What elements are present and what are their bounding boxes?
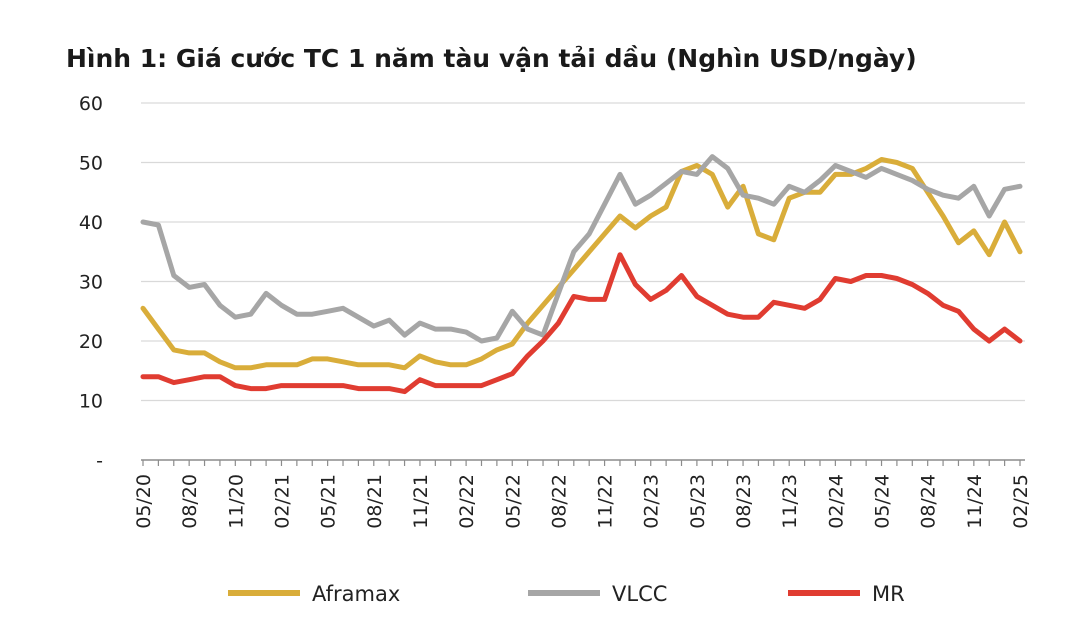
x-tick-label: 08/24 — [918, 474, 940, 529]
chart-title: Hình 1: Giá cước TC 1 năm tàu vận tải dầ… — [66, 44, 917, 73]
y-tick-label: 40 — [79, 212, 103, 234]
legend-label-vlcc: VLCC — [612, 582, 667, 606]
x-tick-label: 05/22 — [502, 474, 524, 529]
legend: Aframax VLCC MR — [228, 582, 905, 606]
x-tick-label: 02/23 — [641, 474, 663, 529]
x-axis: 05/20 08/20 11/20 02/21 05/21 08/21 11/21 02/22… — [133, 459, 1032, 529]
legend-label-aframax: Aframax — [312, 582, 400, 606]
y-tick-label: - — [96, 450, 103, 472]
x-tick-label: 05/21 — [318, 474, 340, 529]
x-tick-label: 08/21 — [364, 474, 386, 529]
x-tick-label: 08/22 — [548, 474, 570, 529]
x-tick-label: 02/24 — [825, 474, 847, 529]
x-tick-label: 05/24 — [872, 474, 894, 529]
gridlines — [141, 102, 1025, 402]
x-tick-label: 05/23 — [687, 474, 709, 529]
y-tick-label: 10 — [79, 391, 103, 413]
x-tick-label: 02/21 — [271, 474, 293, 529]
x-tick-label: 11/23 — [779, 474, 801, 529]
x-tick-label: 05/20 — [133, 474, 155, 529]
series-line-mr — [140, 252, 1023, 395]
y-axis-ticks: - 10 20 30 40 50 60 — [79, 93, 103, 472]
x-tick-label: 02/25 — [1010, 474, 1032, 529]
x-tick-label: 11/22 — [595, 474, 617, 529]
legend-label-mr: MR — [872, 582, 905, 606]
x-tick-label: 02/22 — [456, 474, 478, 529]
x-tick-label: 11/21 — [410, 474, 432, 529]
y-tick-label: 50 — [79, 153, 103, 175]
y-tick-label: 30 — [79, 272, 103, 294]
x-tick-label: 11/20 — [225, 474, 247, 529]
x-tick-label: 11/24 — [964, 474, 986, 529]
series-line-vlcc — [140, 154, 1023, 344]
x-tick-label: 08/20 — [179, 474, 201, 529]
x-tick-label: 08/23 — [733, 474, 755, 529]
y-tick-label: 60 — [79, 93, 103, 115]
series-lines — [140, 154, 1023, 395]
y-tick-label: 20 — [79, 331, 103, 353]
series-line-aframax — [140, 157, 1023, 371]
